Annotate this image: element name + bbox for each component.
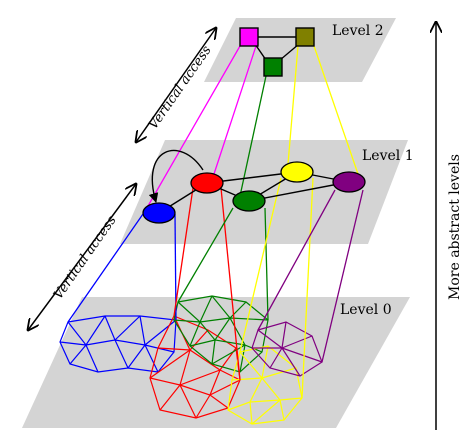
- vertical-access-lower-arrow: [28, 184, 136, 330]
- yellow-node: [280, 161, 314, 183]
- level-1-nodes: [142, 161, 366, 224]
- green-node: [232, 190, 266, 212]
- red-node: [190, 172, 224, 194]
- level-1-curved-arrow: [148, 150, 204, 203]
- more-abstract-label: More abstract levels: [447, 154, 463, 300]
- magenta-square: [239, 27, 259, 47]
- vertical-access-upper-label: Vertical access: [146, 43, 215, 132]
- green-cluster-mesh: [173, 295, 269, 373]
- level-2-label: Level 2: [332, 23, 384, 39]
- level-2-graph: [239, 27, 315, 77]
- blue-node: [142, 202, 176, 224]
- vertical-access-upper-arrow: [136, 28, 216, 142]
- purple-node: [332, 171, 366, 193]
- olive-square: [295, 27, 315, 47]
- purple-cluster-mesh: [251, 321, 323, 377]
- vertical-access-lower-label: Vertical access: [51, 213, 120, 302]
- level-1-label: Level 1: [362, 148, 414, 164]
- green-square: [263, 57, 283, 77]
- yellow-cluster-mesh: [227, 345, 303, 425]
- level-0-label: Level 0: [340, 302, 392, 318]
- red-cluster-mesh: [149, 315, 241, 419]
